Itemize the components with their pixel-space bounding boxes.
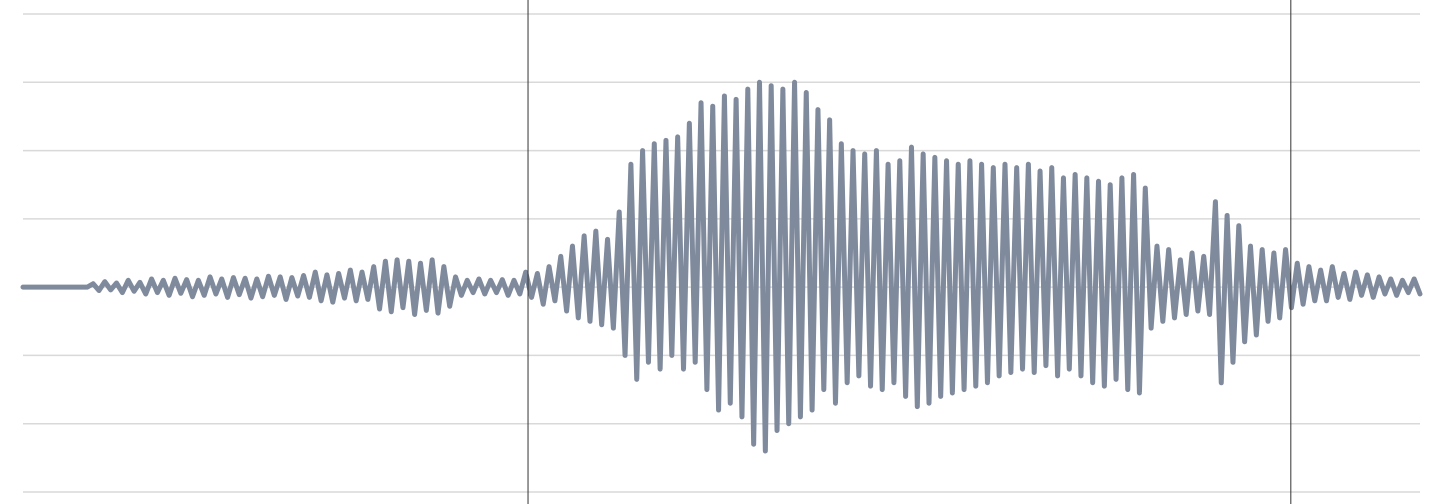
waveform-line [20,79,1423,454]
